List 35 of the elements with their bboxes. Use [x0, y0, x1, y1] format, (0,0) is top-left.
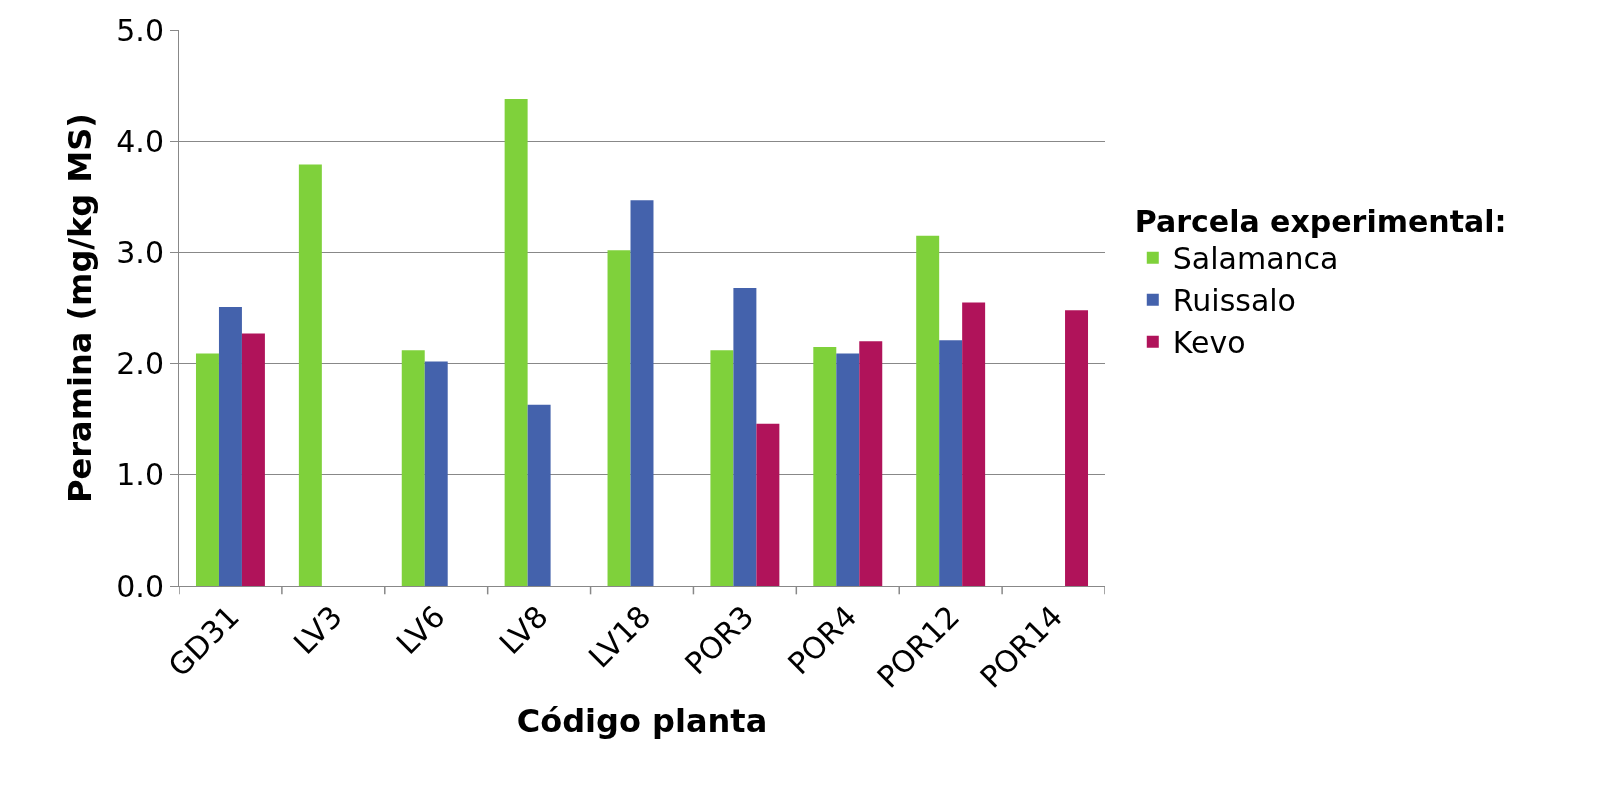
legend-label: Ruissalo: [1172, 283, 1296, 319]
bar: [424, 361, 448, 586]
y-tick-label: 2.0: [116, 346, 164, 382]
bar: [241, 333, 265, 586]
y-tick-label: 1.0: [116, 457, 164, 493]
bar: [859, 341, 883, 586]
bar: [916, 235, 940, 586]
bar: [939, 340, 963, 586]
bar: [733, 287, 757, 586]
legend-label: Kevo: [1172, 325, 1246, 361]
y-tick-label: 0.0: [116, 568, 164, 604]
bar: [710, 350, 734, 586]
legend-title: Parcela experimental:: [1134, 203, 1507, 239]
bar: [195, 353, 219, 586]
x-tick-label: LV6: [389, 598, 452, 662]
y-tick-label: 5.0: [116, 12, 164, 48]
bar: [607, 250, 631, 586]
bar: [813, 346, 837, 586]
bar: [962, 302, 986, 586]
bar: [504, 98, 528, 586]
x-tick-label: LV3: [286, 598, 349, 662]
x-axis-title: Código planta: [516, 701, 768, 740]
bar: [836, 353, 860, 586]
bar: [1065, 310, 1089, 586]
bar: [401, 350, 425, 586]
y-tick-label: 3.0: [116, 234, 164, 270]
y-tick-label: 4.0: [116, 123, 164, 159]
bar: [527, 404, 551, 586]
legend-label: Salamanca: [1172, 241, 1339, 277]
bar: [756, 423, 780, 586]
bar: [298, 164, 322, 586]
bar: [630, 200, 654, 586]
bar: [218, 306, 242, 586]
x-tick-label: LV8: [492, 598, 555, 662]
y-axis-title: Peramina (mg/kg MS): [60, 113, 99, 503]
